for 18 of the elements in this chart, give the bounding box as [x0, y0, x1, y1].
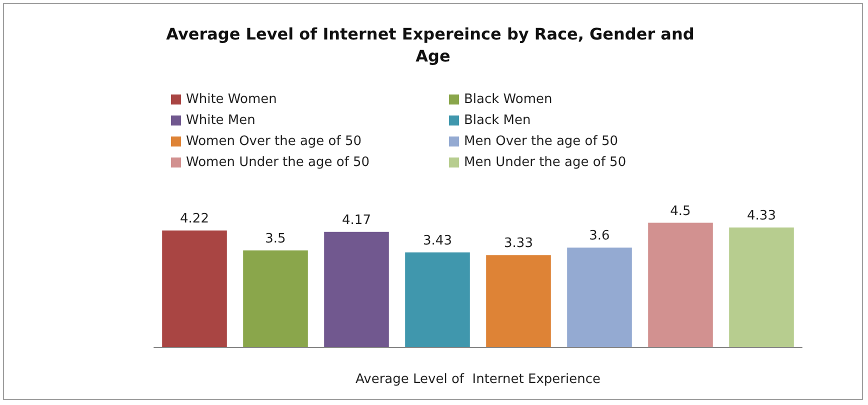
data-label: 4.33 [747, 208, 776, 224]
data-label: 4.5 [670, 204, 691, 219]
data-label: 3.6 [589, 228, 610, 244]
legend-label: White Men [186, 113, 256, 128]
data-label: 3.33 [504, 236, 533, 252]
legend-label: Black Women [464, 92, 552, 107]
x-axis-title: Average Level of Internet Experience [355, 372, 601, 387]
data-label: 4.22 [180, 212, 209, 227]
legend-label: Men Under the age of 50 [464, 155, 626, 170]
data-label: 3.43 [423, 233, 452, 248]
legend-label: White Women [186, 92, 277, 107]
legend-label: Men Over the age of 50 [464, 134, 618, 149]
data-label: 4.17 [342, 212, 371, 228]
data-label: 3.5 [265, 231, 286, 246]
legend-label: Women Over the age of 50 [186, 134, 362, 149]
chart-title: Average Level of Internet Expereince by Race, Gender and Age [166, 24, 700, 66]
legend-label: Black Men [464, 113, 531, 128]
legend-label: Women Under the age of 50 [186, 155, 370, 170]
